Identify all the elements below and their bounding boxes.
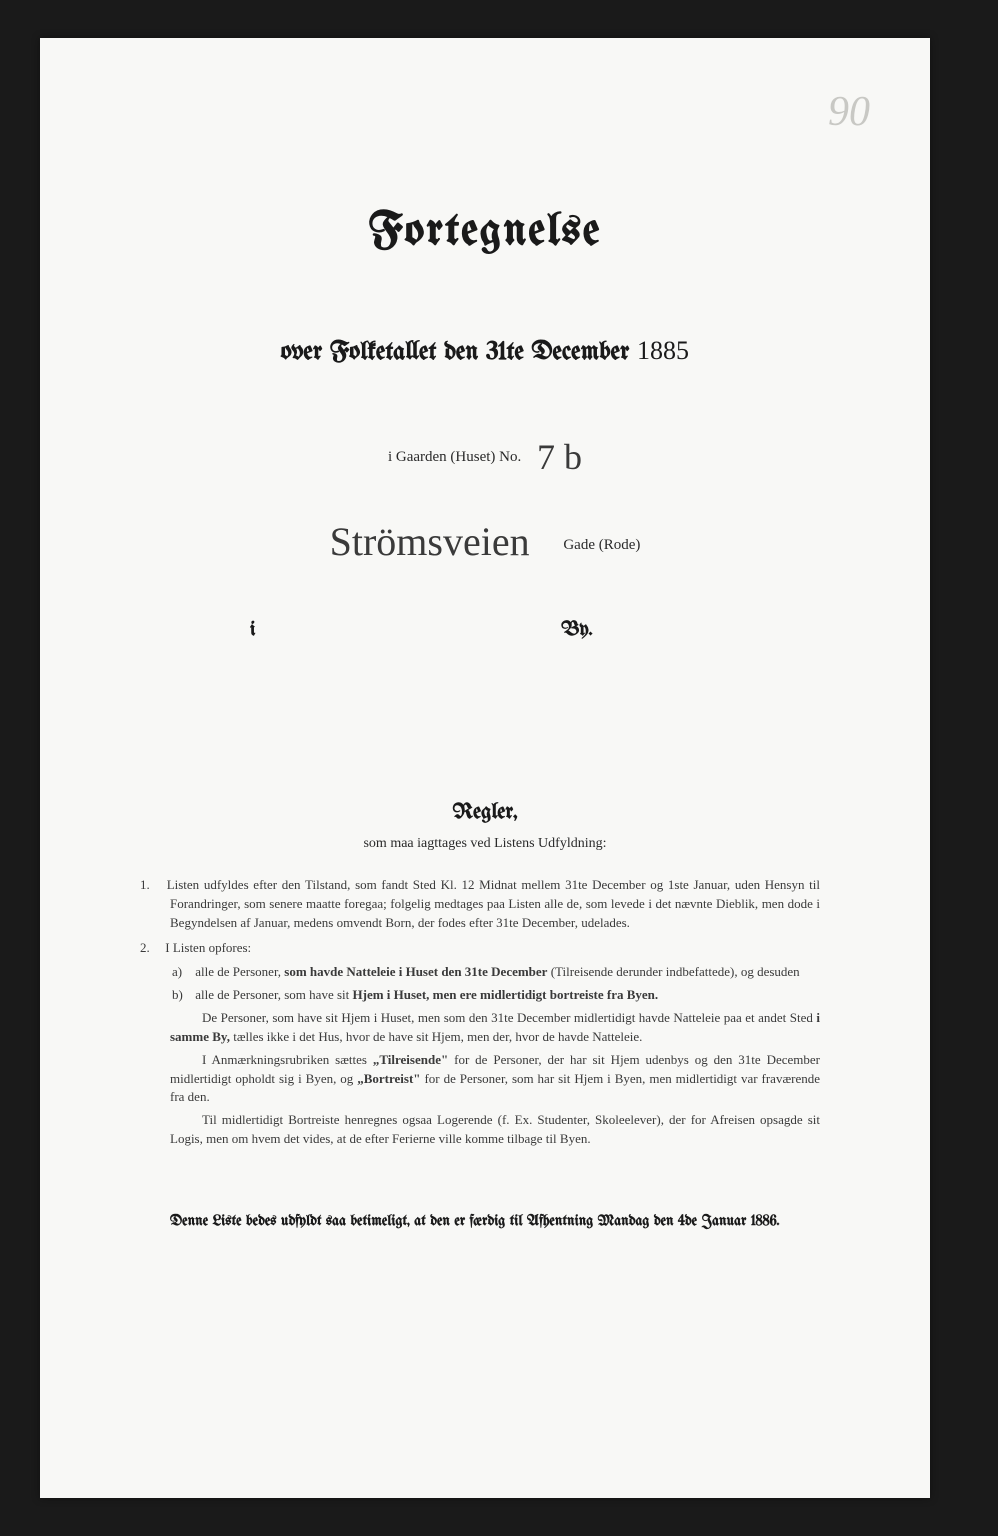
rule-2b: b) alle de Personer, som have sit Hjem i… xyxy=(196,986,820,1005)
by-i: i xyxy=(250,620,255,641)
rule-2b-text: alle de Personer, som have sit Hjem i Hu… xyxy=(195,987,658,1002)
rule-1-num: 1. xyxy=(140,876,162,895)
rule-2-num: 2. xyxy=(140,939,162,958)
house-line: i Gaarden (Huset) No. 7 b xyxy=(40,436,930,478)
page-number-handwritten: 90 xyxy=(828,88,870,136)
street-line: Strömsveien Gade (Rode) xyxy=(40,518,930,565)
street-name-handwritten: Strömsveien xyxy=(330,519,530,564)
rule-1-text: Listen udfyldes efter den Tilstand, som … xyxy=(167,877,820,930)
rule-2b-label: b) xyxy=(172,986,192,1005)
by-line: i By. xyxy=(40,620,930,641)
rule-2a-label: a) xyxy=(172,963,192,982)
rules-subheading: som maa iagttages ved Listens Udfyldning… xyxy=(40,836,930,852)
rule-2-text: I Listen opfores: xyxy=(165,940,251,955)
main-title: Fortegnelse xyxy=(40,208,930,256)
year: 1885 xyxy=(637,336,689,365)
rule-para-2: I Anmærkningsrubriken sættes „Tilreisend… xyxy=(170,1051,820,1108)
rule-2a-text: alle de Personer, som havde Natteleie i … xyxy=(195,964,799,979)
rule-para-3: Til midlertidigt Bortreiste henregnes og… xyxy=(170,1111,820,1149)
by-label: By. xyxy=(561,620,592,641)
gade-label: Gade (Rode) xyxy=(563,537,640,553)
footer-notice: Denne Liste bedes udfyldt saa betimeligt… xyxy=(130,1209,830,1233)
rule-1: 1. Listen udfyldes efter den Tilstand, s… xyxy=(170,876,820,933)
rule-2: 2. I Listen opfores: xyxy=(170,939,820,958)
document-page: 90 Fortegnelse over Folketallet den 31te… xyxy=(40,38,930,1498)
rule-para-1: De Personer, som have sit Hjem i Huset, … xyxy=(170,1009,820,1047)
house-number-handwritten: 7 b xyxy=(537,437,582,477)
subtitle: over Folketallet den 31te December 1885 xyxy=(40,336,930,366)
gaarden-label: i Gaarden (Huset) No. xyxy=(388,449,521,465)
rule-2a: a) alle de Personer, som havde Natteleie… xyxy=(196,963,820,982)
subtitle-text: over Folketallet den 31te December xyxy=(281,339,629,366)
rules-body: 1. Listen udfyldes efter den Tilstand, s… xyxy=(170,876,820,1149)
rules-heading: Regler, xyxy=(40,801,930,824)
